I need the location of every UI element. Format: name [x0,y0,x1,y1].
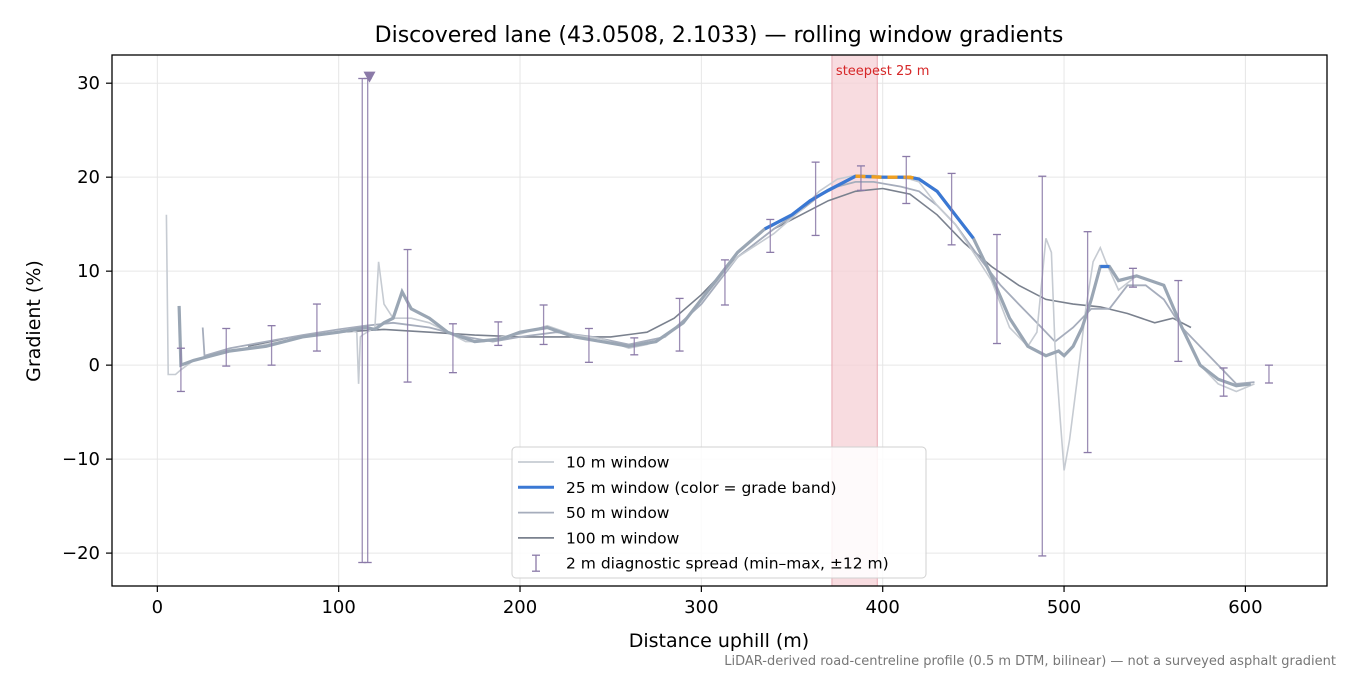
x-tick-label: 0 [152,597,163,618]
series-100m-line [247,187,1192,348]
series-10m-line [165,174,1255,471]
y-tick-label: −20 [62,543,100,564]
x-tick-label: 600 [1228,597,1262,618]
legend-item-10m-label: 10 m window [566,454,670,472]
x-tick-label: 100 [321,597,355,618]
x-tick-label: 400 [866,597,900,618]
legend-item-25m-label: 25 m window (color = grade band) [566,479,837,497]
legend-box [511,446,927,579]
plot-area [165,71,1273,564]
legend-item-50m-label: 50 m window [566,504,670,522]
steepest-label: steepest 25 m [836,64,929,79]
series-25m-highlight [855,174,920,181]
y-tick-label: 20 [77,167,100,188]
y-axis-title: Gradient (%) [23,260,45,382]
y-tick-label: 30 [77,73,100,94]
plot-frame [111,54,1328,587]
x-axis-title: Distance uphill (m) [629,630,809,652]
legend: 10 m window 25 m window (color = grade ba… [511,446,927,579]
x-tick-label: 500 [1047,597,1081,618]
y-tick-label: −10 [62,449,100,470]
x-tick-label: 200 [503,597,537,618]
series-25m-steep-segment [764,174,975,240]
footnote: LiDAR-derived road-centreline profile (0… [724,654,1336,669]
x-tick-label: 300 [684,597,718,618]
y-tick-label: 10 [77,261,100,282]
legend-item-100m-label: 100 m window [566,529,680,547]
legend-item-errorbar-label: 2 m diagnostic spread (min–max, ±12 m) [566,555,889,573]
outlier-marker [363,71,376,83]
y-tick-label: 0 [89,355,100,376]
chart-title: Discovered lane (43.0508, 2.1033) — roll… [375,23,1064,48]
